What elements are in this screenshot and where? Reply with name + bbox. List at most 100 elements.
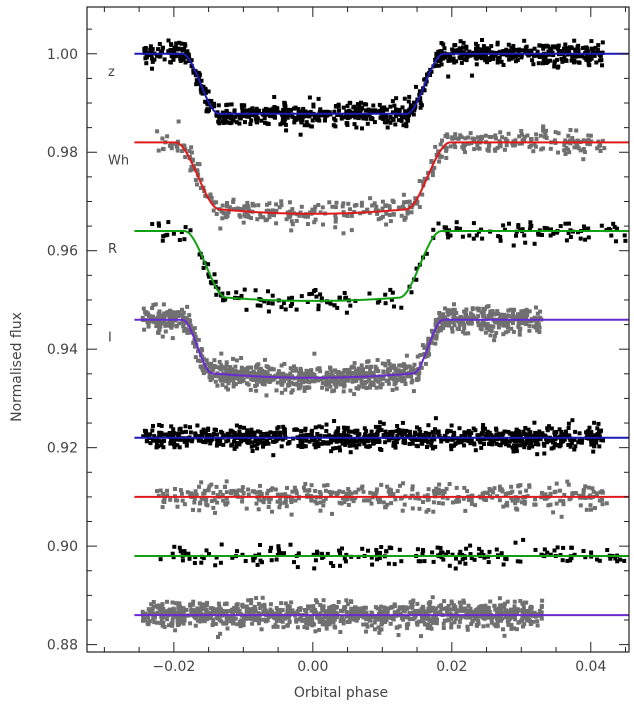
data-point bbox=[324, 429, 329, 433]
data-point bbox=[453, 607, 458, 612]
data-point bbox=[245, 440, 250, 445]
data-point bbox=[221, 442, 226, 447]
data-point bbox=[431, 489, 436, 493]
data-point bbox=[535, 311, 540, 316]
data-point bbox=[527, 483, 532, 488]
data-point bbox=[307, 95, 312, 100]
data-point bbox=[249, 433, 254, 437]
series-I-points bbox=[140, 302, 544, 398]
data-point bbox=[514, 428, 519, 432]
data-point bbox=[487, 134, 492, 139]
data-point bbox=[218, 609, 223, 614]
data-point bbox=[314, 501, 319, 506]
data-point bbox=[351, 616, 356, 620]
data-point bbox=[279, 378, 284, 383]
data-point bbox=[334, 384, 339, 389]
data-point bbox=[192, 500, 197, 505]
data-point bbox=[209, 482, 214, 487]
data-point bbox=[456, 624, 461, 629]
data-point bbox=[158, 49, 163, 54]
data-point bbox=[332, 303, 337, 308]
data-point bbox=[559, 430, 564, 434]
data-point bbox=[457, 426, 462, 431]
data-point bbox=[577, 493, 582, 498]
data-point bbox=[274, 430, 279, 435]
data-point bbox=[485, 623, 490, 628]
data-point bbox=[238, 116, 243, 121]
data-point bbox=[536, 442, 541, 447]
data-point bbox=[553, 489, 558, 494]
data-point bbox=[383, 505, 388, 510]
data-point bbox=[358, 367, 362, 372]
data-point bbox=[160, 505, 165, 510]
data-point bbox=[360, 546, 365, 551]
data-point bbox=[451, 312, 456, 317]
data-point bbox=[264, 434, 269, 439]
data-point bbox=[496, 311, 501, 316]
data-point bbox=[239, 439, 243, 444]
data-point bbox=[517, 438, 522, 443]
data-point bbox=[157, 320, 162, 325]
data-point bbox=[192, 496, 197, 501]
data-point bbox=[318, 611, 323, 616]
data-point bbox=[441, 326, 446, 331]
data-point bbox=[520, 48, 525, 53]
data-point bbox=[485, 147, 490, 152]
data-point bbox=[256, 615, 261, 620]
data-point bbox=[511, 48, 516, 53]
data-point bbox=[157, 434, 162, 439]
data-point bbox=[173, 601, 178, 606]
data-point bbox=[292, 120, 297, 125]
data-point bbox=[527, 227, 532, 232]
data-point bbox=[241, 623, 246, 628]
data-point bbox=[256, 507, 261, 512]
data-point bbox=[171, 427, 176, 432]
data-point bbox=[439, 489, 444, 494]
data-point bbox=[393, 438, 398, 443]
data-point bbox=[572, 552, 577, 557]
data-point bbox=[227, 367, 232, 372]
data-point bbox=[462, 600, 466, 605]
data-point bbox=[589, 430, 594, 435]
data-point bbox=[379, 604, 384, 609]
data-point bbox=[237, 442, 242, 447]
data-point bbox=[161, 302, 166, 307]
data-point bbox=[505, 53, 510, 58]
data-point bbox=[425, 493, 430, 498]
data-point bbox=[169, 424, 174, 429]
data-point bbox=[245, 210, 250, 215]
data-point bbox=[348, 439, 353, 444]
data-point bbox=[220, 431, 225, 435]
data-point bbox=[533, 144, 538, 149]
data-point bbox=[155, 489, 159, 494]
data-point bbox=[245, 200, 250, 205]
data-point bbox=[261, 610, 266, 615]
data-point bbox=[452, 302, 456, 307]
data-point bbox=[209, 499, 214, 503]
data-point bbox=[143, 432, 148, 437]
data-point bbox=[523, 426, 528, 430]
data-point bbox=[315, 432, 320, 436]
data-point bbox=[257, 601, 261, 606]
data-point bbox=[311, 438, 316, 442]
data-point bbox=[178, 58, 183, 63]
data-point bbox=[506, 308, 511, 313]
data-point bbox=[378, 385, 383, 390]
data-point bbox=[232, 433, 237, 438]
data-point bbox=[168, 309, 173, 314]
data-point bbox=[377, 425, 382, 429]
data-point bbox=[213, 279, 218, 284]
data-point bbox=[568, 496, 573, 501]
data-point bbox=[237, 429, 242, 434]
data-point bbox=[212, 104, 217, 109]
data-point bbox=[231, 621, 235, 626]
data-point bbox=[292, 364, 296, 369]
data-point bbox=[333, 225, 338, 230]
data-point bbox=[397, 107, 402, 112]
data-point bbox=[498, 235, 503, 239]
data-point bbox=[331, 619, 336, 624]
data-point bbox=[445, 309, 450, 314]
data-point bbox=[201, 439, 206, 444]
data-point bbox=[419, 365, 424, 370]
data-point bbox=[284, 217, 289, 222]
